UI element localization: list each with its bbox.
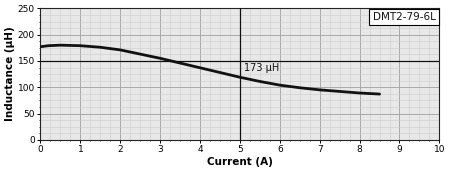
Y-axis label: Inductance (μH): Inductance (μH) <box>5 27 15 121</box>
Text: DMT2-79-6L: DMT2-79-6L <box>373 12 436 22</box>
Text: 173 μH: 173 μH <box>244 63 279 73</box>
X-axis label: Current (A): Current (A) <box>207 157 273 167</box>
